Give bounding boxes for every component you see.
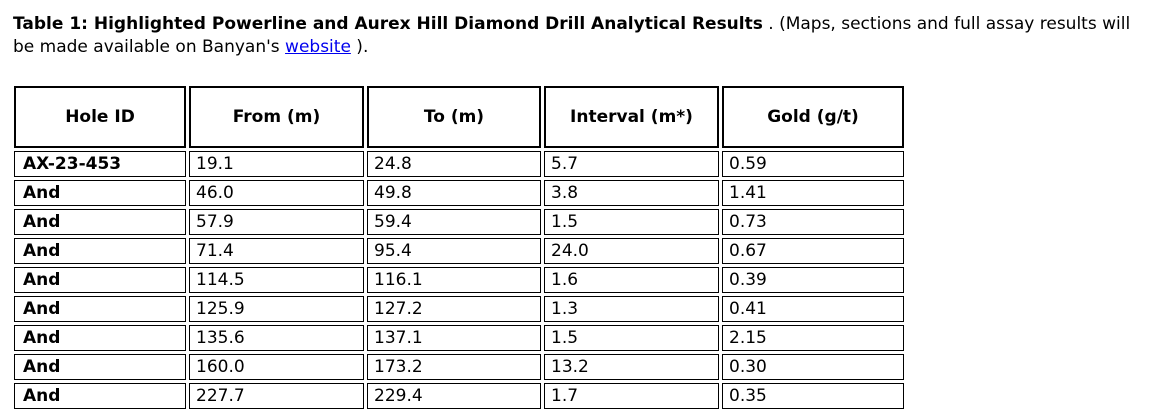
cell-hole-id: And xyxy=(14,238,186,264)
cell-hole-id: And xyxy=(14,296,186,322)
cell-gold: 0.59 xyxy=(722,151,904,177)
website-link[interactable]: website xyxy=(285,37,351,57)
caption-text-before-link: . (Maps, sections and full assay results… xyxy=(13,14,1131,57)
cell-hole-id: And xyxy=(14,180,186,206)
cell-interval: 5.7 xyxy=(544,151,719,177)
cell-interval: 1.7 xyxy=(544,383,719,409)
cell-to: 95.4 xyxy=(367,238,541,264)
cell-gold: 1.41 xyxy=(722,180,904,206)
cell-hole-id: And xyxy=(14,383,186,409)
cell-to: 49.8 xyxy=(367,180,541,206)
column-header-from: From (m) xyxy=(189,86,364,148)
cell-to: 59.4 xyxy=(367,209,541,235)
cell-from: 114.5 xyxy=(189,267,364,293)
cell-interval: 24.0 xyxy=(544,238,719,264)
cell-interval: 1.3 xyxy=(544,296,719,322)
column-header-gold: Gold (g/t) xyxy=(722,86,904,148)
cell-to: 116.1 xyxy=(367,267,541,293)
cell-interval: 1.5 xyxy=(544,325,719,351)
cell-from: 160.0 xyxy=(189,354,364,380)
cell-interval: 3.8 xyxy=(544,180,719,206)
cell-gold: 2.15 xyxy=(722,325,904,351)
cell-gold: 0.30 xyxy=(722,354,904,380)
cell-to: 173.2 xyxy=(367,354,541,380)
header-row: Hole ID From (m) To (m) Interval (m*) Go… xyxy=(14,86,904,148)
table-row: And 46.0 49.8 3.8 1.41 xyxy=(14,180,904,206)
cell-from: 125.9 xyxy=(189,296,364,322)
drill-results-table: Hole ID From (m) To (m) Interval (m*) Go… xyxy=(11,83,907,412)
cell-interval: 13.2 xyxy=(544,354,719,380)
cell-gold: 0.35 xyxy=(722,383,904,409)
table-caption: Table 1: Highlighted Powerline and Aurex… xyxy=(13,13,1135,59)
cell-gold: 0.67 xyxy=(722,238,904,264)
table-row: And 125.9 127.2 1.3 0.41 xyxy=(14,296,904,322)
cell-to: 229.4 xyxy=(367,383,541,409)
cell-from: 135.6 xyxy=(189,325,364,351)
table-row: And 57.9 59.4 1.5 0.73 xyxy=(14,209,904,235)
table-row: And 114.5 116.1 1.6 0.39 xyxy=(14,267,904,293)
cell-gold: 0.73 xyxy=(722,209,904,235)
cell-hole-id: And xyxy=(14,325,186,351)
table-row: And 135.6 137.1 1.5 2.15 xyxy=(14,325,904,351)
cell-from: 57.9 xyxy=(189,209,364,235)
cell-gold: 0.39 xyxy=(722,267,904,293)
cell-interval: 1.6 xyxy=(544,267,719,293)
cell-gold: 0.41 xyxy=(722,296,904,322)
cell-to: 137.1 xyxy=(367,325,541,351)
cell-hole-id: And xyxy=(14,209,186,235)
cell-hole-id: AX-23-453 xyxy=(14,151,186,177)
cell-interval: 1.5 xyxy=(544,209,719,235)
table-row: And 71.4 95.4 24.0 0.67 xyxy=(14,238,904,264)
caption-title: Table 1: Highlighted Powerline and Aurex… xyxy=(13,14,763,34)
cell-hole-id: And xyxy=(14,267,186,293)
table-row: And 160.0 173.2 13.2 0.30 xyxy=(14,354,904,380)
table-row: AX-23-453 19.1 24.8 5.7 0.59 xyxy=(14,151,904,177)
column-header-hole-id: Hole ID xyxy=(14,86,186,148)
column-header-interval: Interval (m*) xyxy=(544,86,719,148)
cell-from: 227.7 xyxy=(189,383,364,409)
cell-from: 46.0 xyxy=(189,180,364,206)
cell-hole-id: And xyxy=(14,354,186,380)
caption-text-after-link: ). xyxy=(350,37,369,57)
table-row: And 227.7 229.4 1.7 0.35 xyxy=(14,383,904,409)
cell-from: 19.1 xyxy=(189,151,364,177)
cell-to: 24.8 xyxy=(367,151,541,177)
column-header-to: To (m) xyxy=(367,86,541,148)
cell-from: 71.4 xyxy=(189,238,364,264)
cell-to: 127.2 xyxy=(367,296,541,322)
